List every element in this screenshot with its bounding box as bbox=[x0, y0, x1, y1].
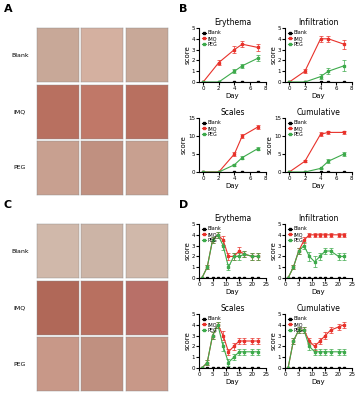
Text: C: C bbox=[4, 200, 12, 210]
Y-axis label: score: score bbox=[184, 332, 190, 350]
X-axis label: Day: Day bbox=[226, 378, 239, 384]
Text: Blank: Blank bbox=[11, 249, 29, 254]
Text: IMQ: IMQ bbox=[14, 109, 26, 114]
Y-axis label: score: score bbox=[184, 46, 190, 64]
Legend: Blank, IMQ, PEG: Blank, IMQ, PEG bbox=[202, 120, 221, 137]
Y-axis label: score: score bbox=[270, 46, 276, 64]
Text: PEG: PEG bbox=[14, 166, 26, 170]
X-axis label: Day: Day bbox=[312, 182, 325, 188]
X-axis label: Day: Day bbox=[226, 182, 239, 188]
X-axis label: Day: Day bbox=[312, 288, 325, 294]
Legend: Blank, IMQ, PEG: Blank, IMQ, PEG bbox=[202, 226, 221, 243]
Title: Erythema: Erythema bbox=[214, 18, 251, 27]
Text: Blank: Blank bbox=[11, 53, 29, 58]
Legend: Blank, IMQ, PEG: Blank, IMQ, PEG bbox=[288, 30, 307, 47]
Legend: Blank, IMQ, PEG: Blank, IMQ, PEG bbox=[202, 30, 221, 47]
Text: PEG: PEG bbox=[14, 362, 26, 366]
Legend: Blank, IMQ, PEG: Blank, IMQ, PEG bbox=[202, 316, 221, 333]
Text: B: B bbox=[180, 4, 188, 14]
Y-axis label: score: score bbox=[270, 242, 276, 260]
Legend: Blank, IMQ, PEG: Blank, IMQ, PEG bbox=[288, 316, 307, 333]
Text: IMQ: IMQ bbox=[14, 305, 26, 310]
Y-axis label: score: score bbox=[184, 242, 190, 260]
Title: Cumulative: Cumulative bbox=[297, 108, 341, 117]
Title: Infiltration: Infiltration bbox=[298, 18, 339, 27]
X-axis label: Day: Day bbox=[226, 288, 239, 294]
X-axis label: Day: Day bbox=[312, 378, 325, 384]
X-axis label: Day: Day bbox=[312, 92, 325, 98]
Text: A: A bbox=[4, 4, 12, 14]
Y-axis label: score: score bbox=[267, 136, 273, 154]
Y-axis label: score: score bbox=[270, 332, 276, 350]
Text: D: D bbox=[180, 200, 189, 210]
Title: Scales: Scales bbox=[220, 304, 245, 313]
Title: Cumulative: Cumulative bbox=[297, 304, 341, 313]
Title: Scales: Scales bbox=[220, 108, 245, 117]
Title: Infiltration: Infiltration bbox=[298, 214, 339, 223]
Title: Erythema: Erythema bbox=[214, 214, 251, 223]
Y-axis label: score: score bbox=[181, 136, 187, 154]
Legend: Blank, IMQ, PEG: Blank, IMQ, PEG bbox=[288, 120, 307, 137]
X-axis label: Day: Day bbox=[226, 92, 239, 98]
Legend: Blank, IMQ, PEG: Blank, IMQ, PEG bbox=[288, 226, 307, 243]
